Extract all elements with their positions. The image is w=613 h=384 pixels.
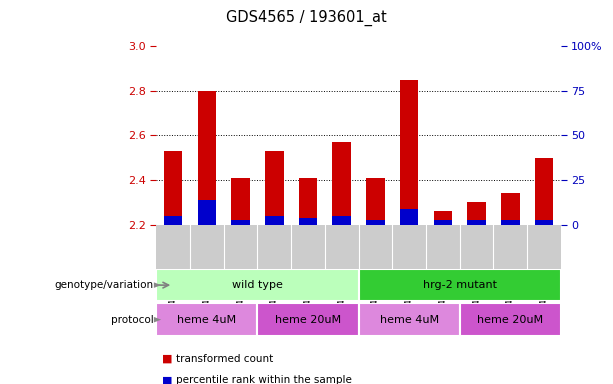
Bar xyxy=(265,216,284,225)
Text: heme 4uM: heme 4uM xyxy=(379,314,439,325)
Bar xyxy=(164,216,183,225)
Text: transformed count: transformed count xyxy=(176,354,273,364)
Bar xyxy=(265,151,284,225)
Bar xyxy=(359,303,460,336)
Bar xyxy=(501,220,520,225)
Text: genotype/variation: genotype/variation xyxy=(54,280,153,290)
Bar xyxy=(366,220,385,225)
Bar xyxy=(257,303,359,336)
Text: heme 4uM: heme 4uM xyxy=(177,314,237,325)
Text: ■: ■ xyxy=(162,375,173,384)
Bar xyxy=(332,216,351,225)
Bar xyxy=(299,178,318,225)
Bar xyxy=(433,211,452,225)
Text: protocol: protocol xyxy=(110,314,153,325)
Text: heme 20uM: heme 20uM xyxy=(478,314,543,325)
Bar xyxy=(231,178,250,225)
Bar xyxy=(535,220,554,225)
Bar xyxy=(460,303,561,336)
Bar xyxy=(467,202,486,225)
Bar xyxy=(501,194,520,225)
Bar xyxy=(535,158,554,225)
Bar xyxy=(197,200,216,225)
Bar xyxy=(433,220,452,225)
Bar xyxy=(156,303,257,336)
Bar xyxy=(164,151,183,225)
Bar xyxy=(366,178,385,225)
Text: GDS4565 / 193601_at: GDS4565 / 193601_at xyxy=(226,10,387,26)
Bar xyxy=(400,79,419,225)
Text: hrg-2 mutant: hrg-2 mutant xyxy=(423,280,497,290)
Bar xyxy=(197,91,216,225)
Bar xyxy=(231,220,250,225)
Text: percentile rank within the sample: percentile rank within the sample xyxy=(176,375,352,384)
Bar xyxy=(467,220,486,225)
Bar xyxy=(400,209,419,225)
Bar xyxy=(156,269,359,301)
Bar xyxy=(359,269,561,301)
Bar xyxy=(332,142,351,225)
Text: ■: ■ xyxy=(162,354,173,364)
Text: heme 20uM: heme 20uM xyxy=(275,314,341,325)
Text: wild type: wild type xyxy=(232,280,283,290)
Bar xyxy=(299,218,318,225)
